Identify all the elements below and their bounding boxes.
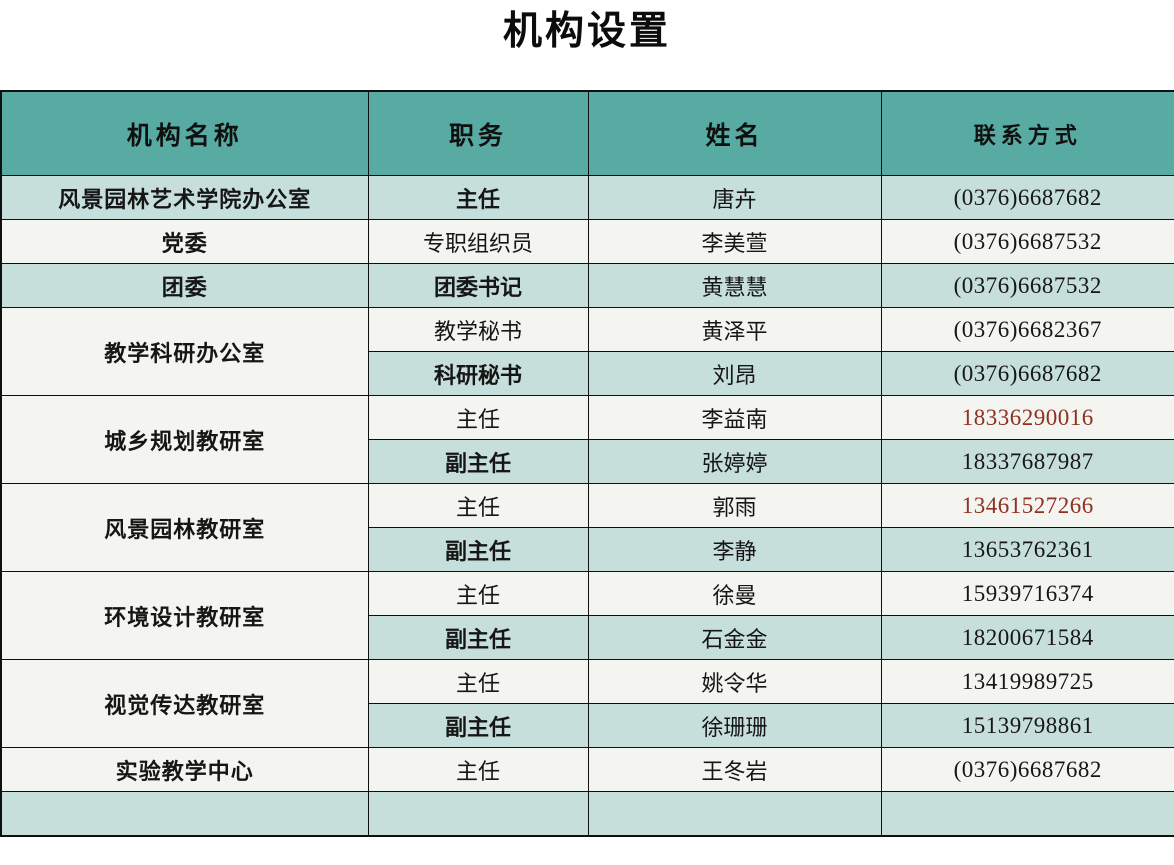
name-cell: 徐珊珊 <box>587 703 882 749</box>
name-cell: 姚令华 <box>587 659 882 705</box>
phone-cell: (0376)6687682 <box>880 747 1174 793</box>
position-cell: 副主任 <box>367 615 589 661</box>
page-title: 机构设置 <box>502 10 671 53</box>
position-cell: 科研秘书 <box>367 351 589 397</box>
table-row: 教学科研办公室 教学秘书 黄泽平 (0376)6682367 <box>0 307 1174 397</box>
position-cell: 专职组织员 <box>367 219 589 265</box>
table-row <box>0 791 1174 837</box>
phone-cell: (0376)6687682 <box>880 351 1174 397</box>
table-row: 环境设计教研室 主任 徐曼 15939716374 <box>0 571 1174 661</box>
phone-cell: (0376)6687532 <box>880 263 1174 309</box>
org-cell: 团委 <box>0 263 369 309</box>
phone-cell: (0376)6687532 <box>880 219 1174 265</box>
table-row: 风景园林艺术学院办公室 主任 唐卉 (0376)6687682 <box>0 175 1174 221</box>
table-row: 科研秘书 刘昂 (0376)6687682 <box>1 351 1174 397</box>
table-row: 视觉传达教研室 主任 姚令华 13419989725 <box>0 659 1174 749</box>
org-cell: 实验教学中心 <box>0 747 369 793</box>
table-row: 团委 团委书记 黄慧慧 (0376)6687532 <box>0 263 1174 309</box>
phone-cell: 13653762361 <box>880 527 1174 573</box>
position-cell: 主任 <box>367 659 589 705</box>
phone-cell: 13461527266 <box>880 483 1174 529</box>
header-name: 姓名 <box>587 90 882 177</box>
name-cell: 郭雨 <box>587 483 882 529</box>
phone-cell: (0376)6687682 <box>880 175 1174 221</box>
table-row: 副主任 徐珊珊 15139798861 <box>1 703 1174 749</box>
header-position: 职务 <box>367 90 589 177</box>
org-cell <box>0 791 369 837</box>
position-cell: 副主任 <box>367 527 589 573</box>
phone-cell: (0376)6682367 <box>880 307 1174 353</box>
position-cell: 副主任 <box>367 703 589 749</box>
name-cell: 李益南 <box>587 395 882 441</box>
org-table: 机构名称 职务 姓名 联系方式 风景园林艺术学院办公室 主任 唐卉 (0376)668… <box>0 89 1174 837</box>
name-cell: 石金金 <box>587 615 882 661</box>
org-cell: 风景园林艺术学院办公室 <box>0 175 369 221</box>
phone-cell: 18336290016 <box>880 395 1174 441</box>
table-row: 城乡规划教研室 主任 李益南 18336290016 <box>0 395 1174 485</box>
table-body: 风景园林艺术学院办公室 主任 唐卉 (0376)6687682 党委 专职组织员 李美萱 (0… <box>0 175 1174 837</box>
name-cell: 王冬岩 <box>587 747 882 793</box>
org-cell: 城乡规划教研室 <box>0 395 369 485</box>
header-org-name: 机构名称 <box>0 90 369 177</box>
name-cell: 张婷婷 <box>587 439 882 485</box>
table-row: 实验教学中心 主任 王冬岩 (0376)6687682 <box>0 747 1174 793</box>
name-cell: 徐曼 <box>587 571 882 617</box>
table-row: 副主任 石金金 18200671584 <box>1 615 1174 661</box>
phone-cell: 15939716374 <box>880 571 1174 617</box>
org-cell: 视觉传达教研室 <box>0 659 369 749</box>
position-cell: 教学秘书 <box>367 307 589 353</box>
org-cell: 风景园林教研室 <box>0 483 369 573</box>
phone-cell: 13419989725 <box>880 659 1174 705</box>
phone-cell: 15139798861 <box>880 703 1174 749</box>
table-row: 副主任 李静 13653762361 <box>1 527 1174 573</box>
position-cell: 主任 <box>367 747 589 793</box>
phone-cell <box>880 791 1174 837</box>
org-cell: 教学科研办公室 <box>0 307 369 397</box>
name-cell: 李静 <box>587 527 882 573</box>
name-cell: 唐卉 <box>587 175 882 221</box>
phone-cell: 18337687987 <box>880 439 1174 485</box>
phone-cell: 18200671584 <box>880 615 1174 661</box>
header-row: 机构名称 职务 姓名 联系方式 <box>0 90 1174 177</box>
table-row: 党委 专职组织员 李美萱 (0376)6687532 <box>0 219 1174 265</box>
name-cell: 刘昂 <box>587 351 882 397</box>
position-cell <box>367 791 589 837</box>
name-cell: 黄泽平 <box>587 307 882 353</box>
table-header: 机构名称 职务 姓名 联系方式 <box>0 90 1174 177</box>
name-cell: 李美萱 <box>587 219 882 265</box>
name-cell: 黄慧慧 <box>587 263 882 309</box>
position-cell: 主任 <box>367 483 589 529</box>
position-cell: 团委书记 <box>367 263 589 309</box>
position-cell: 主任 <box>367 175 589 221</box>
org-cell: 党委 <box>0 219 369 265</box>
position-cell: 主任 <box>367 571 589 617</box>
position-cell: 副主任 <box>367 439 589 485</box>
table-row: 风景园林教研室 主任 郭雨 13461527266 <box>0 483 1174 573</box>
org-cell: 环境设计教研室 <box>0 571 369 661</box>
position-cell: 主任 <box>367 395 589 441</box>
header-contact: 联系方式 <box>880 90 1174 177</box>
name-cell <box>587 791 882 837</box>
